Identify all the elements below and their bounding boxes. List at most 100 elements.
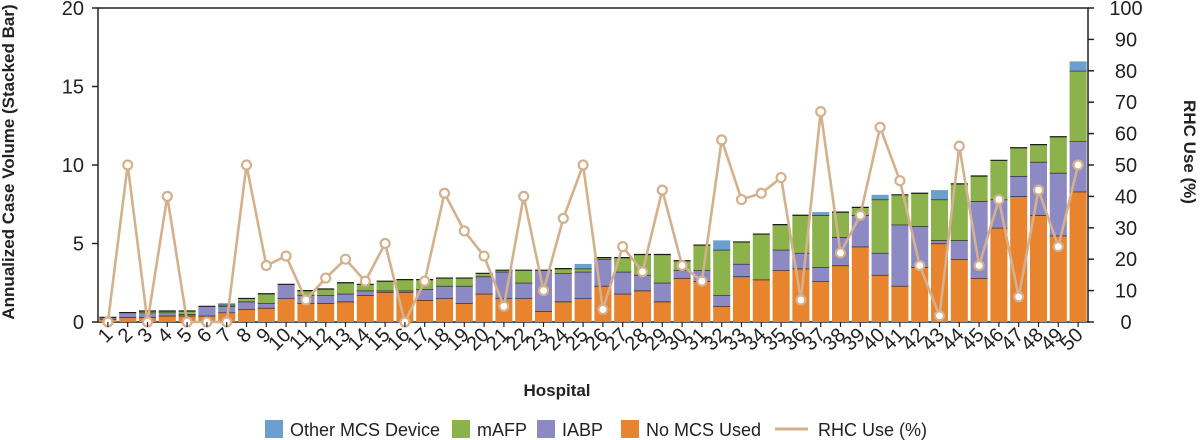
bar-segment-iabp-28	[633, 274, 652, 291]
rhc-point-17	[419, 275, 431, 287]
bar-segment-no-mcs-used-11	[297, 303, 315, 322]
rhc-point-14	[359, 275, 371, 287]
x-tick-label-6: 6	[193, 324, 216, 347]
rhc-point-44	[953, 140, 965, 152]
bar-segment-iabp-41	[891, 224, 909, 286]
rhc-point-24	[557, 212, 569, 224]
bar-segment-no-mcs-used-31	[693, 281, 711, 322]
right-tick-label: 90	[1115, 29, 1137, 51]
rhc-point-43	[933, 310, 946, 322]
rhc-point-25	[577, 159, 589, 171]
bar-segment-iabp-8	[237, 301, 256, 310]
bar-segment-iabp-6	[198, 306, 216, 316]
rhc-point-2	[122, 159, 134, 171]
right-tick-label: 80	[1115, 61, 1137, 83]
rhc-point-27	[617, 241, 629, 253]
bar-segment-mafp-4	[158, 311, 176, 313]
bar-segment-no-mcs-used-24	[554, 301, 572, 322]
rhc-point-4	[161, 190, 173, 202]
x-tick-label-50: 50	[1056, 324, 1087, 355]
legend-label-other-mcs: Other MCS Device	[290, 420, 440, 440]
bar-segment-no-mcs-used-46	[990, 227, 1008, 322]
bar-segment-no-mcs-used-17	[416, 300, 434, 322]
right-tick-label: 10	[1115, 281, 1137, 303]
bar-segment-iabp-2	[119, 312, 137, 318]
bar-segment-no-mcs-used-19	[455, 303, 473, 322]
x-tick-label-1: 1	[94, 324, 117, 347]
bar-segment-mafp-36	[792, 215, 810, 253]
bar-segment-mafp-40	[871, 199, 889, 253]
rhc-point-20	[478, 250, 490, 262]
bar-segment-mafp-46	[990, 160, 1008, 200]
bar-segment-no-mcs-used-40	[871, 274, 889, 322]
bar-segment-mafp-8	[237, 298, 256, 302]
rhc-point-42	[914, 259, 926, 272]
rhc-point-11	[300, 294, 312, 306]
bar-segment-iabp-44	[950, 240, 968, 260]
left-tick-label: 15	[62, 77, 84, 99]
bar-segment-no-mcs-used-27	[614, 293, 632, 322]
bar-segment-iabp-19	[455, 285, 473, 304]
rhc-point-8	[240, 159, 253, 171]
bar-segment-iabp-42	[911, 226, 929, 268]
bar-segment-iabp-10	[277, 284, 295, 299]
rhc-point-21	[498, 300, 510, 312]
x-tick-label-3: 3	[134, 324, 157, 347]
x-tick-label-8: 8	[233, 324, 256, 347]
rhc-point-35	[775, 171, 787, 184]
bar-segment-no-mcs-used-23	[534, 311, 553, 322]
bar-segment-iabp-16	[396, 290, 414, 293]
bar-segment-iabp-49	[1049, 172, 1067, 236]
bar-segment-iabp-30	[673, 270, 691, 279]
bar-segment-other-mcs-device-43	[930, 190, 949, 200]
y-axis-title: Annualized Case Volume (Stacked Bar)	[0, 4, 18, 319]
bar-segment-iabp-4	[158, 312, 176, 316]
rhc-point-45	[973, 259, 985, 272]
bar-segment-iabp-47	[1010, 175, 1028, 197]
legend-swatch-mafp	[452, 420, 470, 438]
bar-segment-no-mcs-used-14	[356, 295, 374, 322]
rhc-point-9	[260, 259, 272, 272]
bar-segment-other-mcs-device-25	[574, 263, 592, 269]
legend-item-no-mcs: No MCS Used	[621, 420, 761, 440]
rhc-point-37	[815, 106, 827, 118]
right-y-axis: 0 10 20 30 40 50 60 70 80 90 100	[1088, 0, 1143, 334]
rhc-point-30	[676, 259, 688, 272]
rhc-point-34	[755, 187, 767, 199]
rhc-point-23	[537, 285, 550, 297]
bar-segment-no-mcs-used-34	[752, 279, 770, 322]
right-tick-label: 40	[1115, 186, 1137, 208]
bar-segment-mafp-32	[713, 249, 731, 296]
legend-item-iabp: IABP	[537, 420, 603, 440]
bar-segment-iabp-22	[515, 282, 533, 299]
bar-segment-no-mcs-used-30	[673, 278, 691, 322]
legend-swatch-no-mcs	[621, 420, 639, 438]
legend-label-mafp: mAFP	[477, 420, 527, 440]
rhc-point-28	[636, 266, 649, 278]
left-tick-label: 10	[62, 155, 84, 177]
x-axis: 1234567891011121314151617181920212223242…	[94, 322, 1088, 355]
legend-label-no-mcs: No MCS Used	[646, 420, 761, 440]
bar-segment-no-mcs-used-48	[1029, 215, 1048, 322]
x-tick-label-5: 5	[173, 324, 196, 347]
bar-segment-no-mcs-used-41	[891, 285, 909, 322]
bar-segment-other-mcs-device-37	[812, 212, 830, 216]
bar-segment-iabp-12	[317, 295, 335, 304]
bar-segment-no-mcs-used-47	[1010, 196, 1028, 322]
legend-swatch-other-mcs	[265, 420, 283, 438]
bar-segment-mafp-47	[1010, 147, 1028, 176]
bar-segment-no-mcs-used-9	[257, 307, 275, 322]
bar-segment-other-mcs-device-50	[1069, 61, 1087, 71]
bar-segment-mafp-34	[752, 234, 770, 280]
bar-segment-no-mcs-used-22	[515, 298, 533, 322]
rhc-point-50	[1072, 159, 1084, 171]
bar-segment-mafp-9	[257, 293, 275, 304]
x-tick-label-2: 2	[114, 324, 137, 347]
rhc-point-26	[597, 303, 609, 316]
bar-segment-no-mcs-used-44	[950, 259, 968, 322]
bar-segment-no-mcs-used-4	[158, 315, 176, 322]
bar-segment-no-mcs-used-28	[633, 290, 652, 322]
bar-segment-iabp-45	[970, 201, 988, 279]
bar-segment-no-mcs-used-32	[713, 306, 731, 322]
rhc-point-13	[339, 253, 352, 265]
